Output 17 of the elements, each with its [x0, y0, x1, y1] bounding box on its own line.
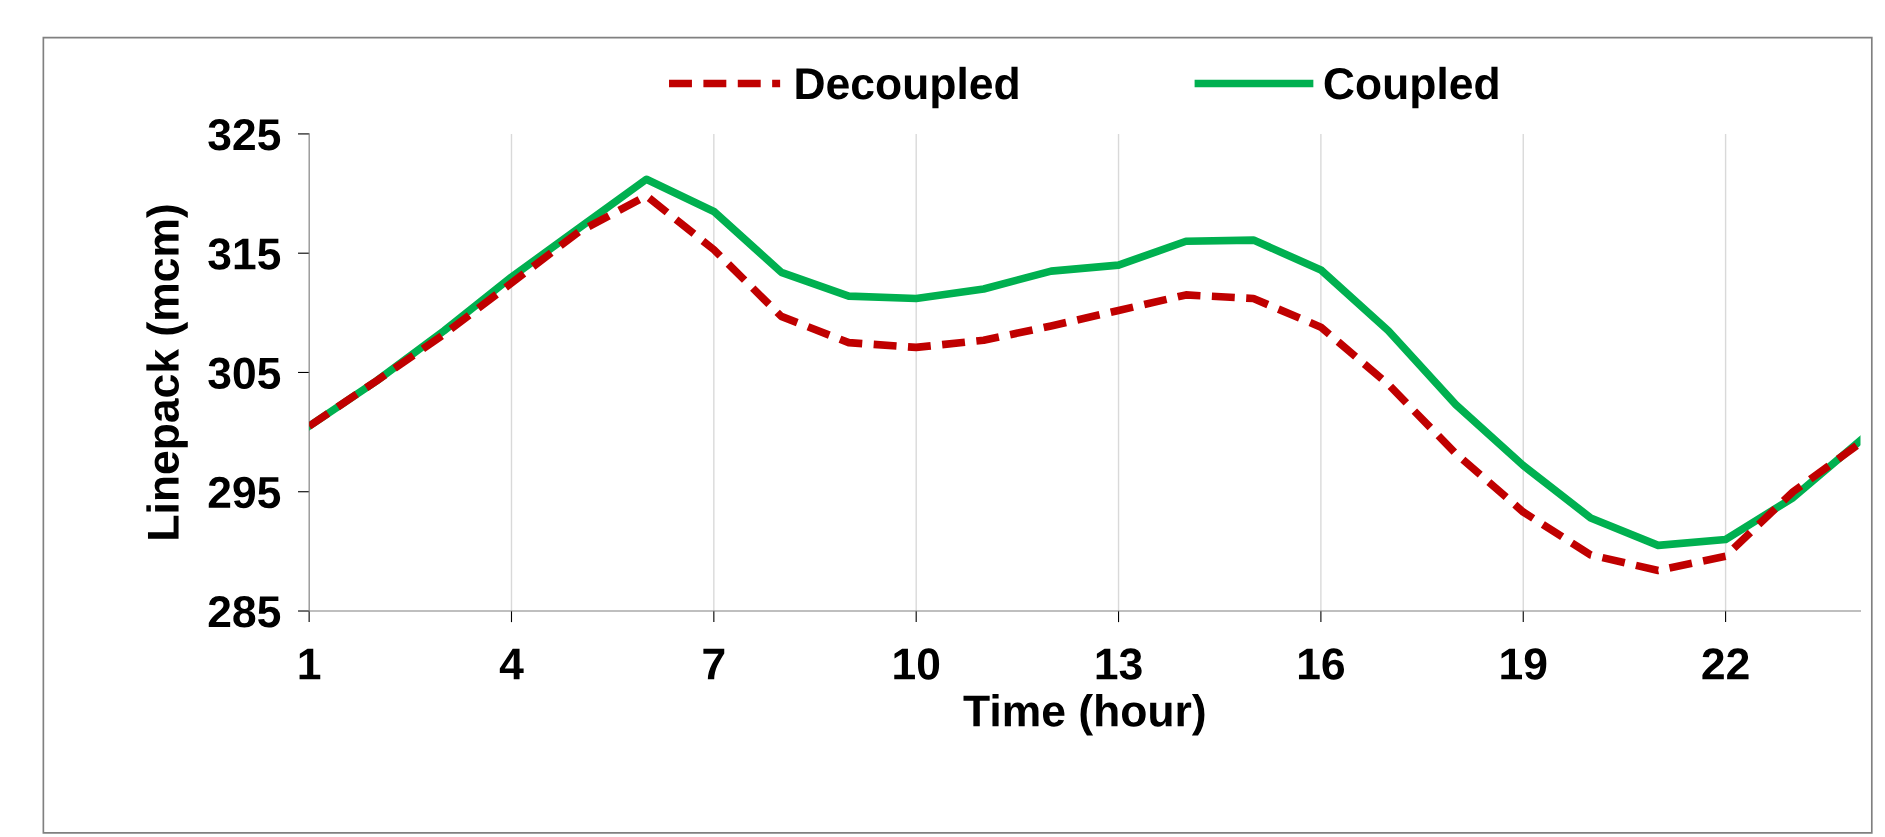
- legend-label: Coupled: [1324, 66, 1498, 109]
- x-axis-title: Time (hour): [963, 694, 1205, 736]
- x-tick-label: 19: [1501, 648, 1547, 680]
- x-tick-label: 16: [1298, 648, 1345, 680]
- x-tick-label: 7: [703, 648, 725, 680]
- y-tick-label: 315: [208, 238, 281, 270]
- x-tick-label: 1: [299, 648, 321, 680]
- y-tick-label: 285: [208, 596, 281, 628]
- x-tick-label: 22: [1702, 648, 1749, 680]
- x-tick-label: 10: [894, 648, 940, 680]
- legend-label: Decoupled: [796, 66, 1018, 109]
- y-tick-label: 295: [208, 476, 281, 509]
- y-tick-label: 325: [208, 118, 281, 151]
- y-tick-label: 305: [208, 357, 281, 390]
- x-tick-label: 13: [1096, 648, 1142, 680]
- x-tick-label: 4: [499, 648, 524, 680]
- y-axis-title: Linepack (mcm): [146, 205, 188, 539]
